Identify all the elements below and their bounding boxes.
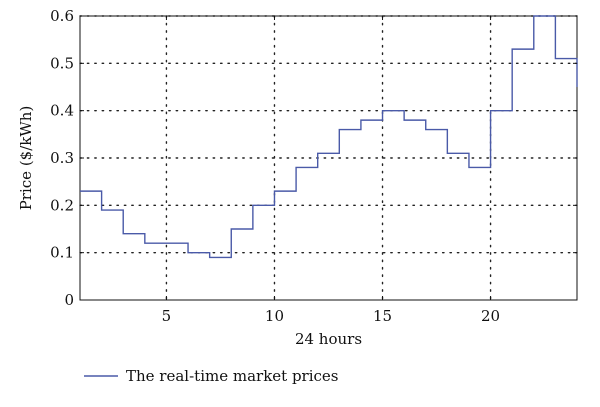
- y-tick-label: 0.4: [50, 102, 74, 120]
- y-axis-label: Price ($/kWh): [17, 106, 35, 211]
- x-tick-label: 20: [481, 307, 500, 325]
- x-axis-label: 24 hours: [295, 330, 362, 348]
- legend: The real-time market prices: [84, 367, 339, 385]
- x-tick-label: 5: [162, 307, 172, 325]
- y-tick-label: 0.2: [50, 196, 74, 214]
- y-tick-label: 0.3: [50, 149, 74, 167]
- y-tick-label: 0.6: [50, 7, 74, 25]
- grid: [79, 15, 578, 301]
- series-layer: [80, 15, 578, 259]
- legend-label: The real-time market prices: [126, 367, 339, 385]
- x-tick-label: 15: [373, 307, 392, 325]
- y-tick-label: 0: [64, 291, 74, 309]
- y-axis-ticks: 0 0.1 0.2 0.3 0.4 0.5 0.6: [50, 7, 577, 309]
- x-axis-ticks: 5 10 15 20: [162, 16, 500, 325]
- y-tick-label: 0.1: [50, 244, 74, 262]
- x-tick-label: 10: [265, 307, 284, 325]
- y-tick-label: 0.5: [50, 54, 74, 72]
- series-line: [80, 15, 578, 259]
